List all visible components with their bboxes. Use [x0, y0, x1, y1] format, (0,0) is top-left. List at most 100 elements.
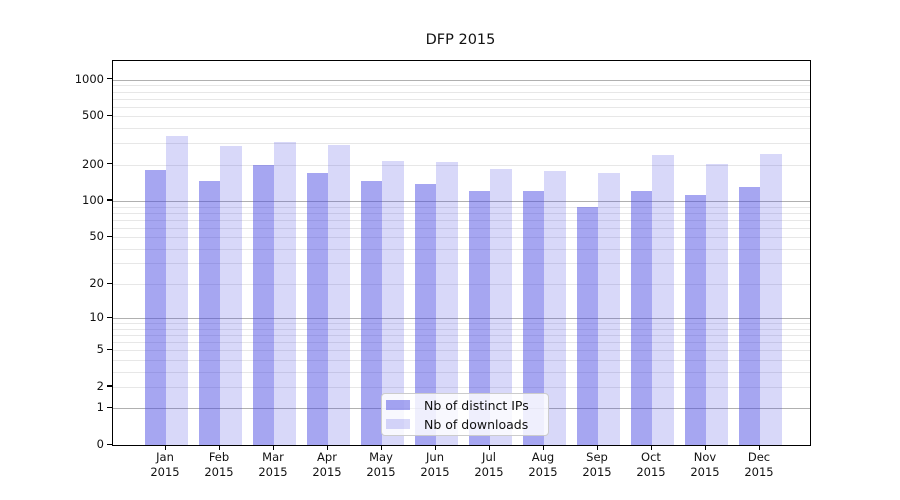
bar-distinct-ips — [468, 191, 490, 445]
y-tick-mark — [107, 78, 112, 80]
y-tick-label: 20 — [89, 276, 104, 291]
minor-gridline — [112, 386, 810, 388]
y-tick-mark — [107, 163, 112, 165]
y-tick-mark — [107, 385, 112, 387]
bar-distinct-ips — [738, 187, 760, 445]
minor-gridline — [112, 85, 810, 87]
plot-area — [111, 60, 811, 446]
x-tick-label: Mar 2015 — [258, 450, 288, 479]
x-tick-label: Jan 2015 — [150, 450, 180, 479]
minor-gridline — [112, 227, 810, 229]
y-tick-label: 1 — [96, 400, 104, 415]
x-tick-mark — [542, 445, 544, 450]
minor-gridline — [112, 98, 810, 100]
y-tick-label: 500 — [82, 108, 104, 123]
x-tick-label: Apr 2015 — [312, 450, 342, 479]
minor-gridline — [112, 237, 810, 239]
legend-item-downloads: Nb of downloads — [386, 417, 542, 432]
x-tick-label: Nov 2015 — [690, 450, 720, 479]
bar-distinct-ips — [252, 165, 274, 445]
x-tick-label: Aug 2015 — [528, 450, 558, 479]
y-tick-mark — [107, 114, 112, 116]
minor-gridline — [112, 219, 810, 221]
bar-downloads — [328, 144, 350, 445]
bar-downloads — [544, 171, 566, 445]
minor-gridline — [112, 206, 810, 208]
bar-downloads — [166, 135, 188, 445]
legend-label-distinct-ips: Nb of distinct IPs — [424, 397, 529, 413]
major-gridline — [112, 79, 810, 81]
y-tick-mark — [107, 282, 112, 284]
y-tick-label: 10 — [89, 310, 104, 325]
x-tick-mark — [704, 445, 706, 450]
y-tick-mark — [107, 443, 112, 445]
x-tick-label: Sep 2015 — [582, 450, 612, 479]
minor-gridline — [112, 116, 810, 118]
x-tick-mark — [380, 445, 382, 450]
y-tick-label: 0 — [96, 437, 104, 451]
minor-gridline — [112, 263, 810, 265]
y-tick-label: 2 — [96, 378, 104, 393]
bar-downloads — [274, 141, 296, 445]
y-tick-label: 50 — [89, 229, 104, 244]
minor-gridline — [112, 284, 810, 286]
bar-downloads — [490, 168, 512, 445]
minor-gridline — [112, 106, 810, 108]
bar-downloads — [760, 153, 782, 445]
bar-distinct-ips — [198, 181, 220, 445]
x-tick-mark — [272, 445, 274, 450]
bar-distinct-ips — [684, 194, 706, 445]
y-tick-mark — [107, 235, 112, 237]
minor-gridline — [112, 91, 810, 93]
bar-distinct-ips — [360, 180, 382, 445]
minor-gridline — [112, 128, 810, 130]
bar-distinct-ips — [522, 190, 544, 445]
x-tick-mark — [488, 445, 490, 450]
minor-gridline — [112, 143, 810, 145]
x-tick-label: Dec 2015 — [744, 450, 774, 479]
minor-gridline — [112, 371, 810, 373]
chart-title: DFP 2015 — [425, 32, 496, 48]
minor-gridline — [112, 248, 810, 250]
minor-gridline — [112, 359, 810, 361]
bar-downloads — [436, 162, 458, 445]
legend: Nb of distinct IPs Nb of downloads — [381, 393, 549, 436]
minor-gridline — [112, 323, 810, 325]
y-tick-mark — [107, 406, 112, 409]
legend-swatch-downloads — [386, 419, 410, 429]
y-tick-mark — [107, 316, 112, 318]
x-tick-label: Jul 2015 — [474, 450, 504, 479]
legend-item-distinct-ips: Nb of distinct IPs — [386, 398, 542, 413]
y-tick-label: 100 — [82, 192, 104, 207]
y-tick-label: 200 — [82, 156, 104, 171]
minor-gridline — [112, 335, 810, 337]
minor-gridline — [112, 342, 810, 344]
y-tick-mark — [107, 199, 112, 201]
minor-gridline — [112, 212, 810, 214]
legend-label-downloads: Nb of downloads — [424, 416, 529, 432]
bar-distinct-ips — [306, 172, 328, 445]
x-tick-mark — [650, 445, 652, 450]
x-tick-mark — [758, 445, 760, 450]
legend-swatch-distinct-ips — [386, 400, 410, 410]
x-tick-mark — [434, 445, 436, 450]
bar-distinct-ips — [414, 184, 436, 445]
bar-distinct-ips — [576, 207, 598, 445]
x-tick-mark — [596, 445, 598, 450]
bar-downloads — [706, 164, 728, 445]
x-tick-mark — [218, 445, 220, 450]
bar-downloads — [652, 155, 674, 445]
y-tick-mark — [107, 348, 112, 350]
x-tick-label: Oct 2015 — [636, 450, 666, 479]
bar-downloads — [220, 145, 242, 445]
y-tick-label: 5 — [96, 342, 104, 357]
x-tick-mark — [164, 445, 166, 450]
y-tick-label: 1000 — [74, 71, 104, 86]
x-tick-mark — [326, 445, 328, 450]
bar-distinct-ips — [630, 190, 652, 445]
bar-distinct-ips — [144, 169, 166, 445]
bar-downloads — [382, 160, 404, 445]
minor-gridline — [112, 328, 810, 330]
major-gridline — [112, 200, 810, 202]
